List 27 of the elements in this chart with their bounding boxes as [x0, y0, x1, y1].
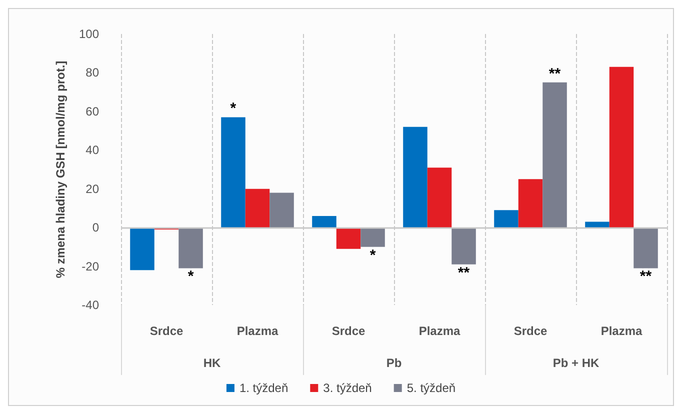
y-tick-label: 60	[86, 104, 100, 118]
legend-label: 3. týždeň	[323, 381, 372, 395]
data-label: **	[640, 268, 652, 286]
y-tick-label: 0	[92, 220, 100, 235]
y-tick-label: -20	[82, 259, 100, 274]
data-label: *	[370, 246, 376, 264]
text: HK	[203, 356, 221, 370]
x-tick-label: Plazma	[600, 324, 642, 338]
text: Pb + HK	[552, 356, 600, 370]
y-tick-label: 40	[86, 143, 100, 158]
x-tick-label: Srdce	[150, 324, 184, 338]
data-label: *	[230, 100, 236, 118]
y-tick-label: 100	[78, 27, 100, 41]
x-tick-label: Srdce	[514, 324, 548, 338]
x-tick-label: Plazma	[418, 324, 460, 338]
data-label: **	[548, 65, 561, 82]
data-label: *	[188, 268, 194, 286]
text: Pb	[386, 356, 402, 370]
legend-label: 1. týždeň	[239, 381, 288, 395]
y-tick-label: 80	[86, 66, 100, 80]
y-tick-label: -40	[82, 298, 100, 312]
data-label: **	[458, 264, 470, 282]
x-tick-label: Plazma	[236, 324, 278, 338]
x-tick-label: Srdce	[332, 324, 366, 338]
legend-label: 5. týždeň	[406, 381, 456, 395]
y-axis-title: % zmena hladiny GSH [nmol/mg prot.]	[54, 60, 68, 278]
y-tick-label: 20	[86, 182, 100, 196]
